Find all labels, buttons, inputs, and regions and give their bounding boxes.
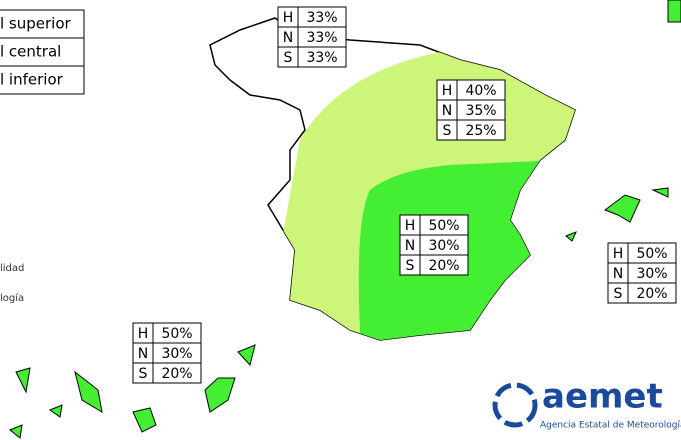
- box-value: 50%: [636, 246, 667, 262]
- legend-label: l inferior: [0, 71, 64, 89]
- box-value: 20%: [636, 286, 667, 302]
- box-label: S: [406, 258, 415, 274]
- box-cell: [419, 254, 469, 276]
- box-label: H: [283, 10, 294, 26]
- box-label: N: [613, 266, 623, 282]
- box-label: H: [442, 83, 453, 99]
- islands: [9, 187, 669, 439]
- legend-cell: [0, 9, 85, 39]
- box-label: N: [138, 346, 148, 362]
- box-label: H: [613, 246, 624, 262]
- box-label: N: [405, 238, 415, 254]
- box-cell: [627, 282, 677, 304]
- box-label: S: [284, 50, 293, 66]
- box-value: 33%: [306, 50, 337, 66]
- logo-subtitle: Agencia Estatal de Meteorología: [540, 421, 681, 431]
- box-label: S: [139, 366, 148, 382]
- box-label: S: [443, 123, 452, 139]
- box-value: 20%: [161, 366, 192, 382]
- box-value: 33%: [306, 30, 337, 46]
- box-value: 30%: [161, 346, 192, 362]
- logo: aemet Agencia Estatal de Meteorología: [492, 377, 681, 431]
- legend-label: l central: [0, 43, 61, 61]
- box-value: 50%: [428, 218, 459, 234]
- note: logía: [0, 292, 24, 304]
- legend: l superior l central l inferior: [0, 9, 85, 95]
- box-value: 40%: [465, 83, 496, 99]
- note: lidad: [0, 263, 24, 274]
- box-value: 50%: [161, 326, 192, 342]
- box-label: N: [442, 103, 452, 119]
- box-label: H: [405, 218, 416, 234]
- box-cell: [297, 46, 347, 68]
- box-cell: [456, 119, 506, 141]
- box-value: 25%: [465, 123, 496, 139]
- box-value: 35%: [465, 103, 496, 119]
- box-value: 33%: [306, 10, 337, 26]
- logo-icon: [492, 382, 538, 428]
- logo-name: aemet: [542, 377, 663, 417]
- probability-boxes: H 33% N 33% S 33% H 40% N 35% S 25% H 50% N 30% S 20% H 50%…: [132, 6, 677, 384]
- legend-cell: [0, 65, 85, 95]
- box-value: 20%: [428, 258, 459, 274]
- box-label: N: [283, 30, 293, 46]
- box-value: 30%: [636, 266, 667, 282]
- box-label: H: [138, 326, 149, 342]
- box-value: 30%: [428, 238, 459, 254]
- legend-swatch: [667, 0, 681, 23]
- legend-label: l superior: [0, 15, 72, 33]
- box-cell: [152, 362, 202, 384]
- box-label: S: [614, 286, 623, 302]
